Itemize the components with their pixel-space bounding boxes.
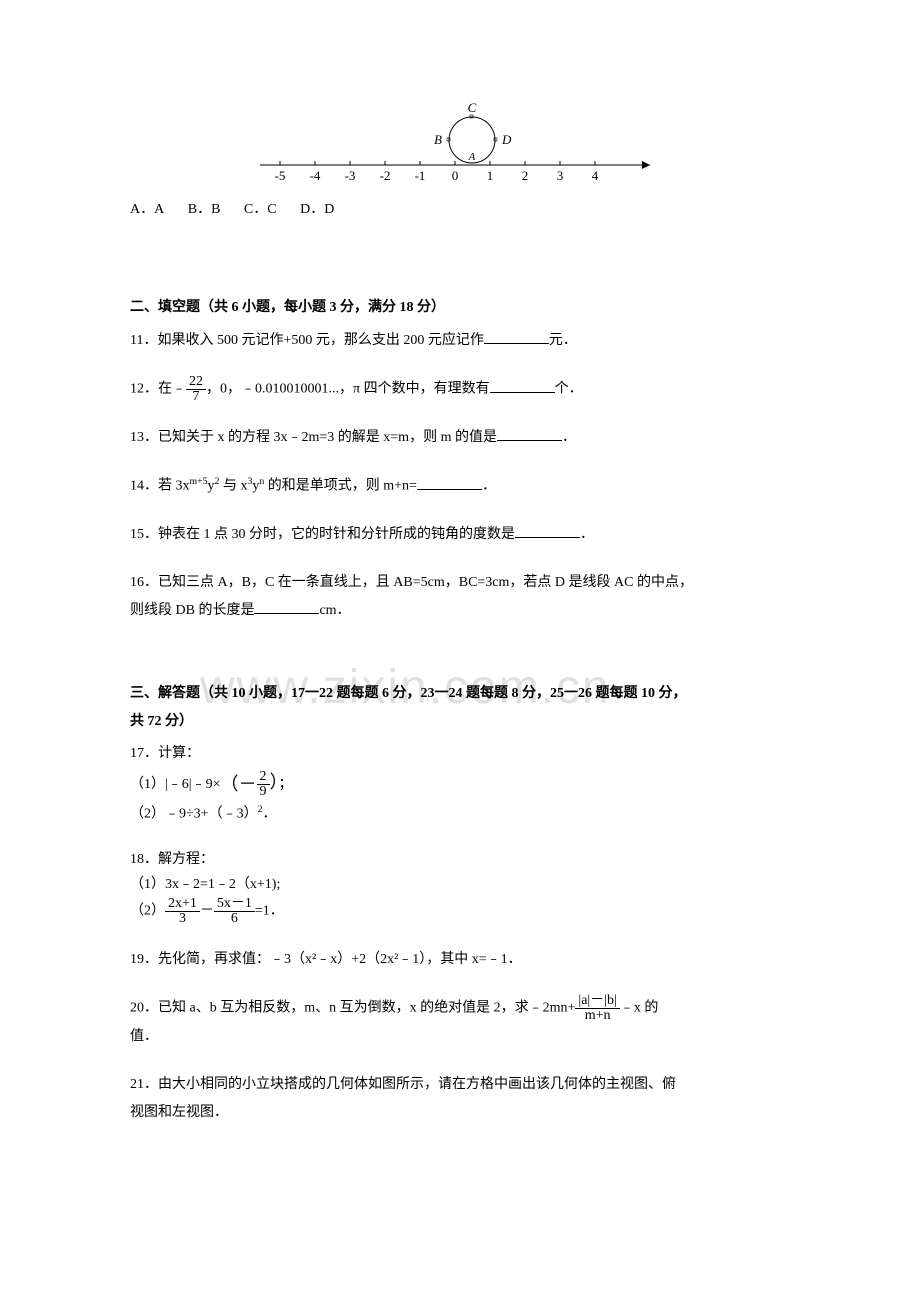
- q20-p: 20．已知 a、b 互为相反数，m、n 互为倒数，x 的绝对值是 2，求﹣2mn…: [130, 1001, 575, 1016]
- question-16: 16．已知三点 A，B，C 在一条直线上，且 AB=5cm，BC=3cm，若点 …: [130, 569, 790, 625]
- q14-m2: 与 x: [219, 479, 247, 494]
- q16-line2p: 则线段 DB 的长度是: [130, 603, 254, 618]
- fraction: |a|－|b|m+n: [575, 994, 619, 1023]
- q15-suffix: ．: [580, 527, 594, 542]
- question-21: 21．由大小相同的小立块搭成的几何体如图所示，请在方格中画出该几何体的主视图、俯…: [130, 1071, 790, 1127]
- question-19: 19．先化简，再求值：﹣3（x²﹣x）+2（2x²﹣1），其中 x=﹣1．: [130, 946, 790, 974]
- q15-text: 15．钟表在 1 点 30 分时，它的时针和分针所成的钝角的度数是: [130, 527, 515, 542]
- q13-text: 13．已知关于 x 的方程 3x﹣2m=3 的解是 x=m，则 m 的值是: [130, 430, 497, 445]
- frac-den: 6: [214, 912, 255, 926]
- svg-text:D: D: [501, 132, 512, 147]
- blank: [484, 330, 549, 344]
- q14-p1: 14．若 3x: [130, 479, 190, 494]
- q17-title: 17．计算：: [130, 741, 790, 766]
- svg-text:2: 2: [522, 168, 529, 180]
- q17-1: （1）|﹣6|﹣9×: [130, 777, 221, 792]
- question-13: 13．已知关于 x 的方程 3x﹣2m=3 的解是 x=m，则 m 的值是 ．: [130, 424, 790, 452]
- fraction: 2x+13: [165, 897, 200, 926]
- frac-num: |a|－|b|: [575, 994, 619, 1009]
- number-line-diagram: -5 -4 -3 -2 -1 0 1 2 3 4 C B D: [130, 100, 790, 191]
- frac-num: 5x－1: [214, 897, 255, 912]
- exp: m+5: [190, 476, 208, 487]
- option-d: D．D: [300, 196, 334, 224]
- paren-frac: （－: [221, 768, 257, 800]
- q16-line2s: cm．: [319, 603, 350, 618]
- q20-m: ﹣x 的: [620, 1001, 659, 1016]
- q14-m1: y: [208, 479, 215, 494]
- s3h2: 共 72 分）: [130, 714, 193, 729]
- frac-den: 7: [186, 390, 206, 404]
- number-line-svg: -5 -4 -3 -2 -1 0 1 2 3 4 C B D: [250, 100, 670, 180]
- blank: [497, 427, 562, 441]
- question-11: 11．如果收入 500 元记作+500 元，那么支出 200 元应记作 元．: [130, 327, 790, 355]
- section-3-heading: 三、解答题（共 10 小题，17一22 题每题 6 分，23一24 题每题 8 …: [130, 680, 790, 736]
- blank: [417, 476, 482, 490]
- blank: [254, 600, 319, 614]
- q18-title: 18．解方程：: [130, 847, 790, 872]
- q21-line2: 视图和左视图．: [130, 1099, 790, 1127]
- svg-text:C: C: [468, 100, 477, 115]
- q14-m4: 的和是单项式，则 m+n=: [264, 479, 417, 494]
- question-18: 18．解方程： （1）3x﹣2=1﹣2（x+1); （2）2x+13－5x－16…: [130, 847, 790, 926]
- fraction: 29: [257, 770, 270, 799]
- frac-num: 2: [257, 770, 270, 785]
- svg-text:A: A: [468, 151, 476, 163]
- svg-text:1: 1: [487, 168, 494, 180]
- question-17: 17．计算： （1）|﹣6|﹣9×（－29）； （2）﹣9÷3+（﹣3） 2 ．: [130, 741, 790, 827]
- q11-text: 11．如果收入 500 元记作+500 元，那么支出 200 元应记作: [130, 333, 484, 348]
- frac-num: 2x+1: [165, 897, 200, 912]
- svg-text:-4: -4: [310, 168, 321, 180]
- frac-num: 22: [186, 375, 206, 390]
- close-paren: ）: [270, 772, 279, 792]
- question-20: 20．已知 a、b 互为相反数，m、n 互为倒数，x 的绝对值是 2，求﹣2mn…: [130, 994, 790, 1051]
- svg-text:-3: -3: [345, 168, 356, 180]
- svg-text:4: 4: [592, 168, 599, 180]
- frac-den: m+n: [575, 1009, 619, 1023]
- option-b: B．B: [188, 196, 221, 224]
- q14-suffix: ．: [482, 479, 496, 494]
- blank: [515, 524, 580, 538]
- q17-2s: ．: [263, 806, 277, 821]
- fraction: 227: [186, 375, 206, 404]
- q13-suffix: ．: [562, 430, 576, 445]
- q17-1s: ；: [279, 777, 293, 792]
- option-c: C．C: [244, 196, 277, 224]
- q12-mid: ，0，﹣0.010010001...，π 四个数中，有理数有: [206, 382, 490, 397]
- svg-text:3: 3: [557, 168, 564, 180]
- s3h1: 三、解答题（共 10 小题，17一22 题每题 6 分，23一24 题每题 8 …: [130, 686, 687, 701]
- frac-den: 3: [165, 912, 200, 926]
- option-a: A．A: [130, 196, 164, 224]
- svg-text:0: 0: [452, 168, 459, 180]
- section-2-heading: 二、填空题（共 6 小题，每小题 3 分，满分 18 分）: [130, 294, 790, 322]
- question-12: 12．在﹣227，0，﹣0.010010001...，π 四个数中，有理数有 个．: [130, 375, 790, 404]
- svg-text:-1: -1: [415, 168, 426, 180]
- svg-text:-5: -5: [275, 168, 286, 180]
- q18-1: （1）3x﹣2=1﹣2（x+1);: [130, 872, 790, 897]
- q18-2p: （2）: [130, 904, 165, 919]
- question-15: 15．钟表在 1 点 30 分时，它的时针和分针所成的钝角的度数是 ．: [130, 521, 790, 549]
- q12-prefix: 12．在﹣: [130, 382, 186, 397]
- q18-2s: =1．: [255, 904, 284, 919]
- question-14: 14．若 3xm+5y2 与 x3yn 的和是单项式，则 m+n=．: [130, 472, 790, 501]
- q10-options: A．A B．B C．C D．D: [130, 196, 790, 224]
- svg-text:-2: -2: [380, 168, 391, 180]
- q16-line1: 16．已知三点 A，B，C 在一条直线上，且 AB=5cm，BC=3cm，若点 …: [130, 569, 790, 597]
- q11-suffix: 元．: [549, 333, 577, 348]
- q18-mid: －: [200, 904, 214, 919]
- blank: [490, 379, 555, 393]
- q12-suffix: 个．: [555, 382, 583, 397]
- q21-line1: 21．由大小相同的小立块搭成的几何体如图所示，请在方格中画出该几何体的主视图、俯: [130, 1071, 790, 1099]
- frac-den: 9: [257, 785, 270, 799]
- q20-line2: 值．: [130, 1023, 790, 1051]
- q17-2: （2）﹣9÷3+（﹣3）: [130, 806, 258, 821]
- svg-text:B: B: [434, 132, 442, 147]
- fraction: 5x－16: [214, 897, 255, 926]
